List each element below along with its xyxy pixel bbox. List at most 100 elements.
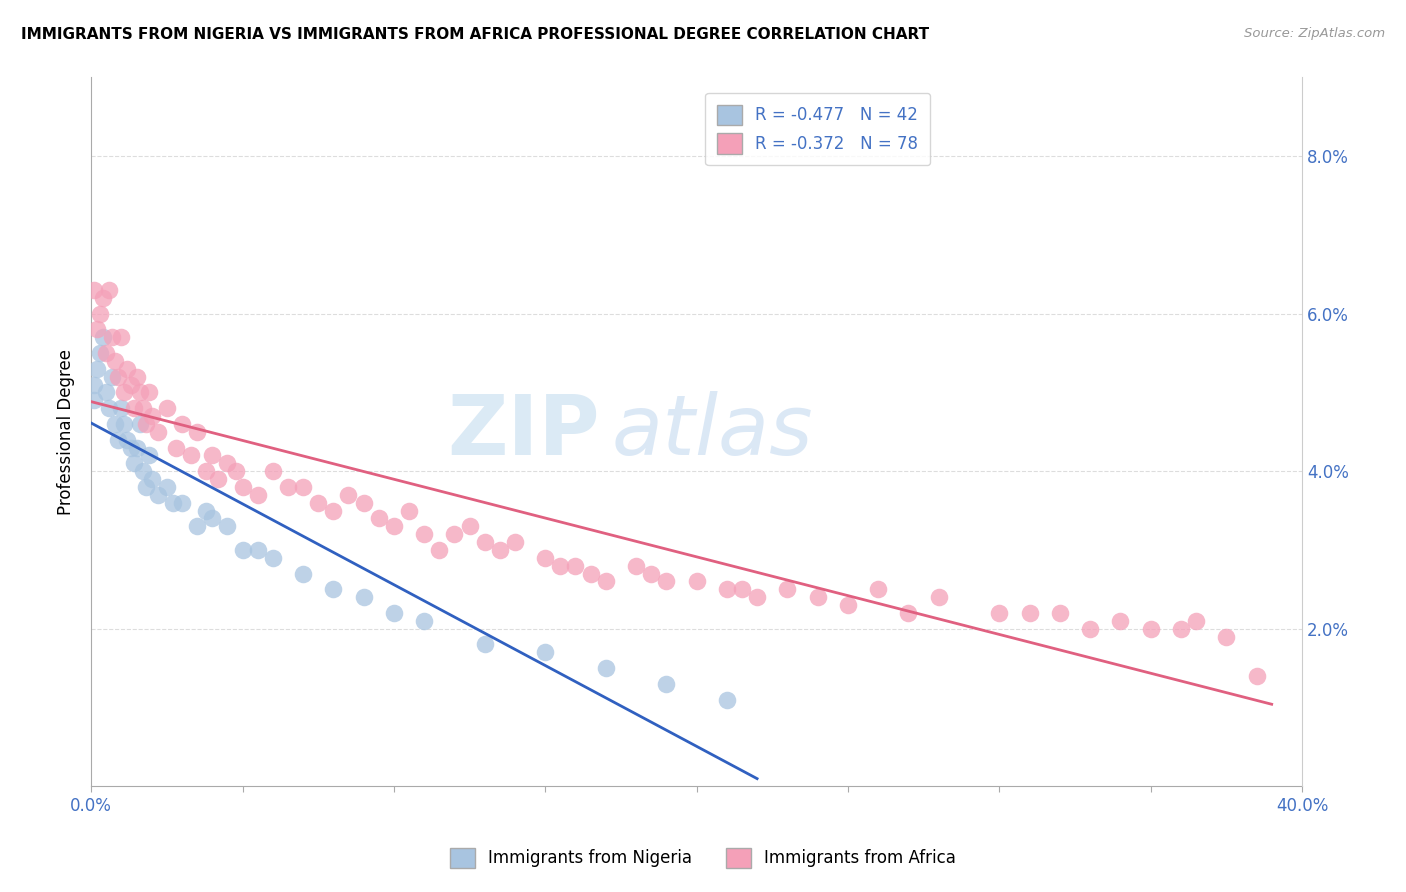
Point <box>170 417 193 431</box>
Point <box>104 417 127 431</box>
Point <box>231 542 253 557</box>
Point <box>89 307 111 321</box>
Point <box>322 503 344 517</box>
Point <box>367 511 389 525</box>
Point <box>337 488 360 502</box>
Point <box>86 361 108 376</box>
Point <box>138 385 160 400</box>
Point <box>382 519 405 533</box>
Point <box>146 488 169 502</box>
Point <box>277 480 299 494</box>
Point <box>186 425 208 439</box>
Point <box>138 449 160 463</box>
Point <box>83 283 105 297</box>
Point <box>131 401 153 416</box>
Point <box>564 558 586 573</box>
Point <box>1215 630 1237 644</box>
Point <box>170 496 193 510</box>
Point <box>225 464 247 478</box>
Point <box>458 519 481 533</box>
Point <box>110 401 132 416</box>
Point <box>1246 669 1268 683</box>
Point <box>655 574 678 589</box>
Point <box>382 606 405 620</box>
Text: IMMIGRANTS FROM NIGERIA VS IMMIGRANTS FROM AFRICA PROFESSIONAL DEGREE CORRELATIO: IMMIGRANTS FROM NIGERIA VS IMMIGRANTS FR… <box>21 27 929 42</box>
Text: ZIP: ZIP <box>447 392 600 472</box>
Point <box>89 346 111 360</box>
Point <box>146 425 169 439</box>
Point <box>180 449 202 463</box>
Point <box>868 582 890 597</box>
Y-axis label: Professional Degree: Professional Degree <box>58 349 75 515</box>
Point <box>550 558 572 573</box>
Point <box>96 385 118 400</box>
Point <box>413 614 436 628</box>
Point <box>837 598 859 612</box>
Point <box>83 393 105 408</box>
Point <box>443 527 465 541</box>
Point <box>292 480 315 494</box>
Point <box>96 346 118 360</box>
Point <box>988 606 1011 620</box>
Point <box>413 527 436 541</box>
Point <box>624 558 647 573</box>
Point <box>928 590 950 604</box>
Point <box>897 606 920 620</box>
Point <box>162 496 184 510</box>
Point <box>1078 622 1101 636</box>
Point <box>120 377 142 392</box>
Point <box>217 519 239 533</box>
Point <box>201 449 224 463</box>
Point <box>534 645 557 659</box>
Point <box>165 441 187 455</box>
Point <box>104 354 127 368</box>
Point <box>91 330 114 344</box>
Point <box>262 464 284 478</box>
Point <box>1018 606 1040 620</box>
Point <box>217 456 239 470</box>
Point <box>231 480 253 494</box>
Point <box>83 377 105 392</box>
Point <box>1109 614 1132 628</box>
Point <box>427 542 450 557</box>
Text: atlas: atlas <box>612 392 814 472</box>
Point <box>98 283 121 297</box>
Point <box>1185 614 1208 628</box>
Point <box>488 542 510 557</box>
Point <box>86 322 108 336</box>
Point <box>246 488 269 502</box>
Point <box>745 590 768 604</box>
Point <box>503 535 526 549</box>
Point <box>398 503 420 517</box>
Point <box>534 550 557 565</box>
Point <box>101 330 124 344</box>
Point <box>125 369 148 384</box>
Point <box>322 582 344 597</box>
Point <box>195 503 218 517</box>
Point <box>107 369 129 384</box>
Point <box>186 519 208 533</box>
Point <box>98 401 121 416</box>
Point <box>579 566 602 581</box>
Point <box>246 542 269 557</box>
Point <box>474 637 496 651</box>
Point <box>125 441 148 455</box>
Point <box>807 590 830 604</box>
Point <box>128 385 150 400</box>
Point <box>1170 622 1192 636</box>
Point <box>353 590 375 604</box>
Point <box>122 401 145 416</box>
Point <box>107 433 129 447</box>
Point <box>716 582 738 597</box>
Point <box>1139 622 1161 636</box>
Legend: R = -0.477   N = 42, R = -0.372   N = 78: R = -0.477 N = 42, R = -0.372 N = 78 <box>706 93 929 165</box>
Point <box>640 566 662 581</box>
Point <box>101 369 124 384</box>
Point <box>292 566 315 581</box>
Point <box>128 417 150 431</box>
Point <box>595 574 617 589</box>
Point <box>353 496 375 510</box>
Point <box>731 582 754 597</box>
Point <box>156 401 179 416</box>
Point <box>114 417 136 431</box>
